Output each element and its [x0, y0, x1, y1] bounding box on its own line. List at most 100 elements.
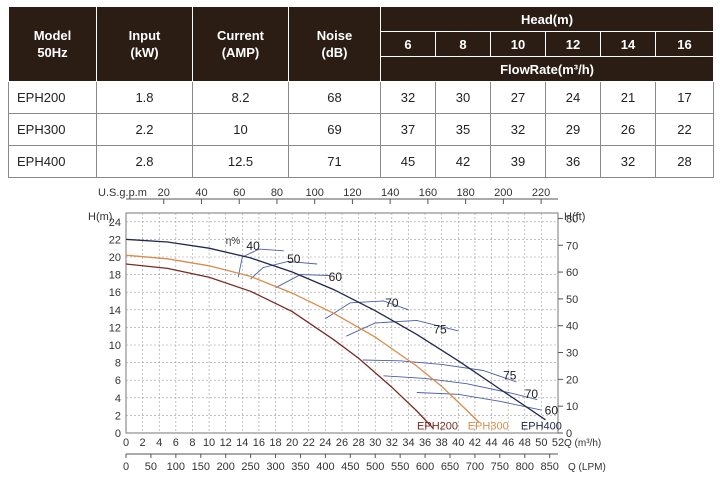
lpm-tick-label: 600 [416, 461, 434, 473]
header-flowrate: FlowRate(m³/h) [379, 56, 715, 82]
x-tick-label: 4 [156, 437, 162, 449]
y-tick-label: 24 [109, 217, 121, 229]
cell-flowrate: 35 [435, 113, 491, 146]
efficiency-value-label: 50 [287, 252, 301, 266]
cell-noise: 71 [288, 145, 381, 178]
efficiency-curve [346, 319, 459, 337]
right-tick-label: 40 [566, 321, 578, 333]
table-row: EPH300 2.2 10 69 37 35 32 29 26 22 [8, 113, 715, 146]
cell-flowrate: 32 [380, 81, 436, 114]
right-tick-label: 70 [566, 240, 578, 252]
x-tick-label: 8 [189, 437, 195, 449]
cell-flowrate: 42 [435, 145, 491, 178]
y-tick-label: 22 [109, 234, 121, 246]
curve-eph400 [125, 238, 546, 421]
cell-flowrate: 32 [490, 113, 546, 146]
efficiency-value-label: 75 [503, 368, 517, 382]
x-tick-label: 18 [269, 437, 281, 449]
y-tick-label: 4 [115, 393, 121, 405]
y-tick-label: 2 [115, 410, 121, 422]
cell-input: 2.8 [96, 145, 193, 178]
cell-current: 12.5 [192, 145, 289, 178]
x-tick-label: 16 [253, 437, 265, 449]
efficiency-curve [416, 392, 542, 411]
x-tick-label: 30 [369, 437, 381, 449]
lpm-tick-label: 550 [391, 461, 409, 473]
top-tick-label: 200 [494, 187, 512, 199]
right-tick-label: 80 [566, 213, 578, 225]
x-tick-label: 22 [303, 437, 315, 449]
lpm-tick-label: 400 [316, 461, 334, 473]
y-tick-label: 12 [109, 322, 121, 334]
efficiency-value-label: 70 [385, 296, 399, 310]
lpm-tick-label: 800 [516, 461, 534, 473]
top-tick-label: 220 [532, 187, 550, 199]
header-head-value: 16 [654, 31, 715, 57]
lpm-tick-label: 650 [441, 461, 459, 473]
efficiency-curve [237, 248, 284, 278]
cell-current: 10 [192, 113, 289, 146]
x-tick-label: 48 [519, 437, 531, 449]
header-head-value: 6 [380, 31, 436, 57]
table-row: EPH200 1.8 8.2 68 32 30 27 24 21 17 [8, 81, 715, 114]
x-tick-label: 52 [552, 437, 564, 449]
y-tick-label: 14 [109, 305, 121, 317]
cell-input: 2.2 [96, 113, 193, 146]
table-row: EPH400 2.8 12.5 71 45 42 39 36 32 28 [8, 145, 715, 178]
cell-noise: 68 [288, 81, 381, 114]
cell-flowrate: 29 [545, 113, 601, 146]
pump-curve-chart: 024681012141618202224H(m)010203040506070… [88, 187, 606, 473]
x-tick-label: 46 [502, 437, 514, 449]
lpm-tick-label: 850 [541, 461, 559, 473]
cell-flowrate: 32 [600, 145, 656, 178]
x-tick-label: 44 [485, 437, 497, 449]
x-tick-label: 50 [535, 437, 547, 449]
efficiency-curve [275, 274, 330, 289]
lpm-tick-label: 200 [217, 461, 235, 473]
y-tick-label: 0 [115, 428, 121, 440]
cell-flowrate: 39 [490, 145, 546, 178]
header-current: Current (AMP) [192, 6, 289, 82]
efficiency-curve [250, 260, 318, 280]
x-tick-label: 10 [203, 437, 215, 449]
cell-flowrate: 21 [600, 81, 656, 114]
curve-eph300 [125, 254, 480, 423]
lpm-tick-label: 250 [241, 461, 259, 473]
cell-input: 1.8 [96, 81, 193, 114]
series-label: EPH400 [521, 420, 562, 432]
x-tick-label: 0 [123, 437, 129, 449]
cell-model: EPH200 [8, 81, 97, 114]
performance-table: Model 50Hz Input (kW) Current (AMP) Nois… [8, 6, 715, 178]
top-tick-label: 180 [456, 187, 474, 199]
efficiency-value-label: 60 [329, 270, 343, 284]
lpm-tick-label: 500 [366, 461, 384, 473]
y-tick-label: 10 [109, 340, 121, 352]
efficiency-value-label: 60 [545, 404, 559, 418]
x-tick-label: 28 [352, 437, 364, 449]
x-tick-label: 32 [386, 437, 398, 449]
x-tick-label: 38 [436, 437, 448, 449]
right-tick-label: 60 [566, 267, 578, 279]
right-tick-label: 10 [566, 401, 578, 413]
lpm-tick-label: 50 [145, 461, 157, 473]
cell-flowrate: 24 [545, 81, 601, 114]
x-tick-label: 36 [419, 437, 431, 449]
right-tick-label: 30 [566, 348, 578, 360]
lpm-tick-label: 350 [291, 461, 309, 473]
x-tick-label: 12 [220, 437, 232, 449]
y-tick-label: 6 [115, 375, 121, 387]
header-head-value: 14 [600, 31, 656, 57]
lpm-axis-label: Q (LPM) [568, 462, 606, 473]
y-tick-label: 16 [109, 287, 121, 299]
efficiency-value-label: 40 [246, 239, 260, 253]
series-label: EPH300 [468, 420, 509, 432]
cell-flowrate: 36 [545, 145, 601, 178]
cell-flowrate: 37 [380, 113, 436, 146]
lpm-tick-label: 750 [491, 461, 509, 473]
efficiency-curve [325, 300, 409, 319]
series-label: EPH200 [417, 420, 458, 432]
top-tick-label: 60 [233, 187, 245, 199]
y-tick-label: 20 [109, 252, 121, 264]
y-tick-label: 8 [115, 358, 121, 370]
cell-current: 8.2 [192, 81, 289, 114]
